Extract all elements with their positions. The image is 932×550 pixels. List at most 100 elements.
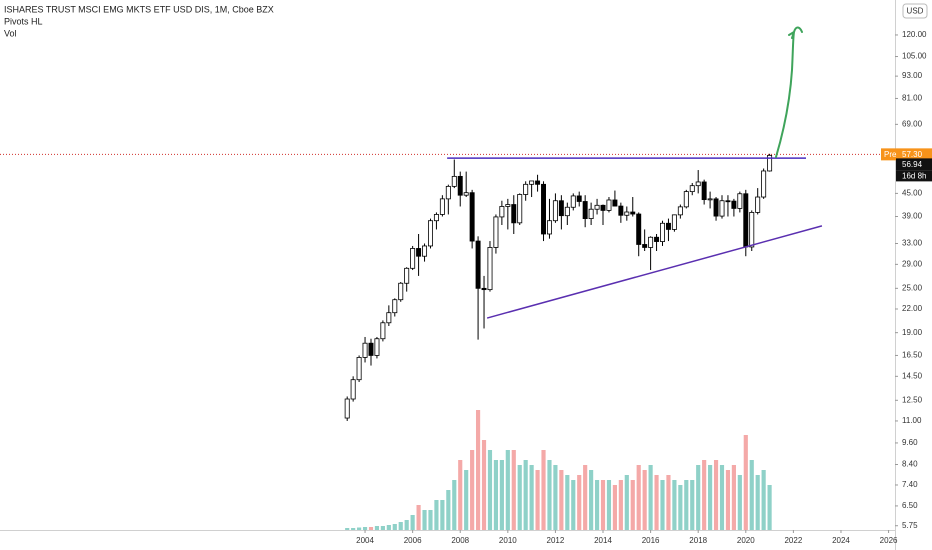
volume-bar: [749, 460, 754, 530]
candle-body: [344, 398, 350, 419]
volume-bar: [553, 465, 558, 530]
candle: [344, 396, 350, 421]
candle: [677, 204, 683, 219]
x-tick-label: 2018: [689, 536, 707, 545]
y-tick-label: 11.00: [902, 416, 922, 425]
candle-body: [487, 247, 493, 291]
candle-body: [594, 204, 600, 210]
volume-bar: [398, 522, 403, 530]
candle: [689, 182, 695, 196]
candle: [439, 195, 445, 217]
volume-bar: [505, 450, 510, 530]
candle-body: [636, 213, 642, 245]
candle-body: [588, 208, 594, 219]
volume-bar: [589, 470, 594, 530]
candle-body: [707, 198, 713, 201]
y-tick-label: 6.50: [902, 501, 918, 510]
candle-body: [541, 183, 547, 235]
candle: [368, 338, 374, 366]
y-tick-label: 5.75: [902, 521, 918, 530]
volume-bar: [642, 470, 647, 530]
candle: [576, 191, 582, 207]
candle: [529, 180, 535, 198]
candle-body: [552, 200, 558, 222]
volume-bar: [351, 528, 356, 530]
drawn-arrow: [775, 26, 803, 158]
candle-body: [582, 201, 588, 219]
candle: [386, 305, 392, 327]
currency-box: [902, 3, 928, 19]
volume-bar: [618, 480, 623, 530]
y-tick-label: 39.00: [902, 212, 923, 221]
candle: [481, 275, 487, 329]
volume-bar: [630, 480, 635, 530]
candle-body: [469, 192, 475, 242]
candle-body: [523, 183, 529, 195]
candle: [493, 214, 499, 254]
candle-body: [374, 338, 380, 356]
candle-body: [350, 379, 356, 400]
candle-body: [755, 196, 761, 213]
y-tick-label: 45.00: [902, 189, 923, 198]
x-tick-label: 2008: [451, 536, 469, 545]
candle: [451, 159, 457, 189]
candle: [701, 179, 707, 205]
candle-body: [433, 214, 439, 222]
pre-market-label: Pre: [884, 150, 897, 159]
candle: [630, 197, 636, 217]
candle: [499, 200, 505, 226]
volume-bar: [696, 465, 701, 530]
candle: [410, 245, 416, 271]
candle: [380, 320, 386, 342]
candle: [737, 191, 743, 213]
candle-body: [445, 185, 451, 200]
candle: [606, 197, 612, 213]
candle-body: [660, 222, 665, 242]
volume-bar: [493, 460, 499, 530]
volume-bar: [672, 480, 677, 530]
volume-bar: [446, 490, 451, 530]
candle-body: [695, 181, 701, 187]
candle: [428, 218, 433, 249]
candle-body: [677, 206, 683, 216]
candle: [558, 195, 564, 230]
candle-body: [517, 194, 523, 224]
last-price: 56.94: [902, 160, 923, 169]
volume-bar: [612, 485, 617, 530]
x-tick-label: 2024: [832, 536, 850, 545]
candle-body: [463, 192, 469, 196]
candle: [511, 195, 517, 234]
candle-body: [612, 199, 618, 207]
volume-bar: [452, 480, 457, 530]
y-tick-label: 25.00: [902, 283, 923, 292]
y-tick-label: 19.00: [902, 328, 923, 337]
candle-body: [404, 267, 410, 284]
volume-bar: [416, 505, 421, 530]
candle: [767, 153, 773, 172]
candle-body: [576, 195, 582, 202]
volume-bar: [577, 475, 582, 530]
countdown: 16d 8h: [902, 171, 926, 180]
y-tick-label: 8.40: [902, 460, 918, 469]
candle-body: [362, 342, 368, 358]
candle-body: [570, 195, 576, 208]
candle-body: [475, 240, 481, 289]
volume-bar: [523, 460, 528, 530]
x-tick-label: 2026: [880, 536, 898, 545]
candle-body: [624, 211, 630, 216]
volume-bar: [636, 465, 641, 530]
volume-bar: [767, 485, 772, 530]
candle-body: [671, 214, 677, 230]
volume-bar: [702, 460, 707, 530]
candle: [695, 170, 701, 194]
volume-bar: [731, 465, 736, 530]
candle-body: [743, 193, 749, 248]
candle-body: [386, 312, 392, 324]
candle: [546, 198, 552, 239]
indicator-label: Pivots HL: [4, 16, 43, 26]
volume-bar: [660, 480, 665, 530]
volume-bar: [606, 480, 612, 530]
candle-body: [380, 322, 386, 340]
volume-bar: [428, 510, 433, 530]
